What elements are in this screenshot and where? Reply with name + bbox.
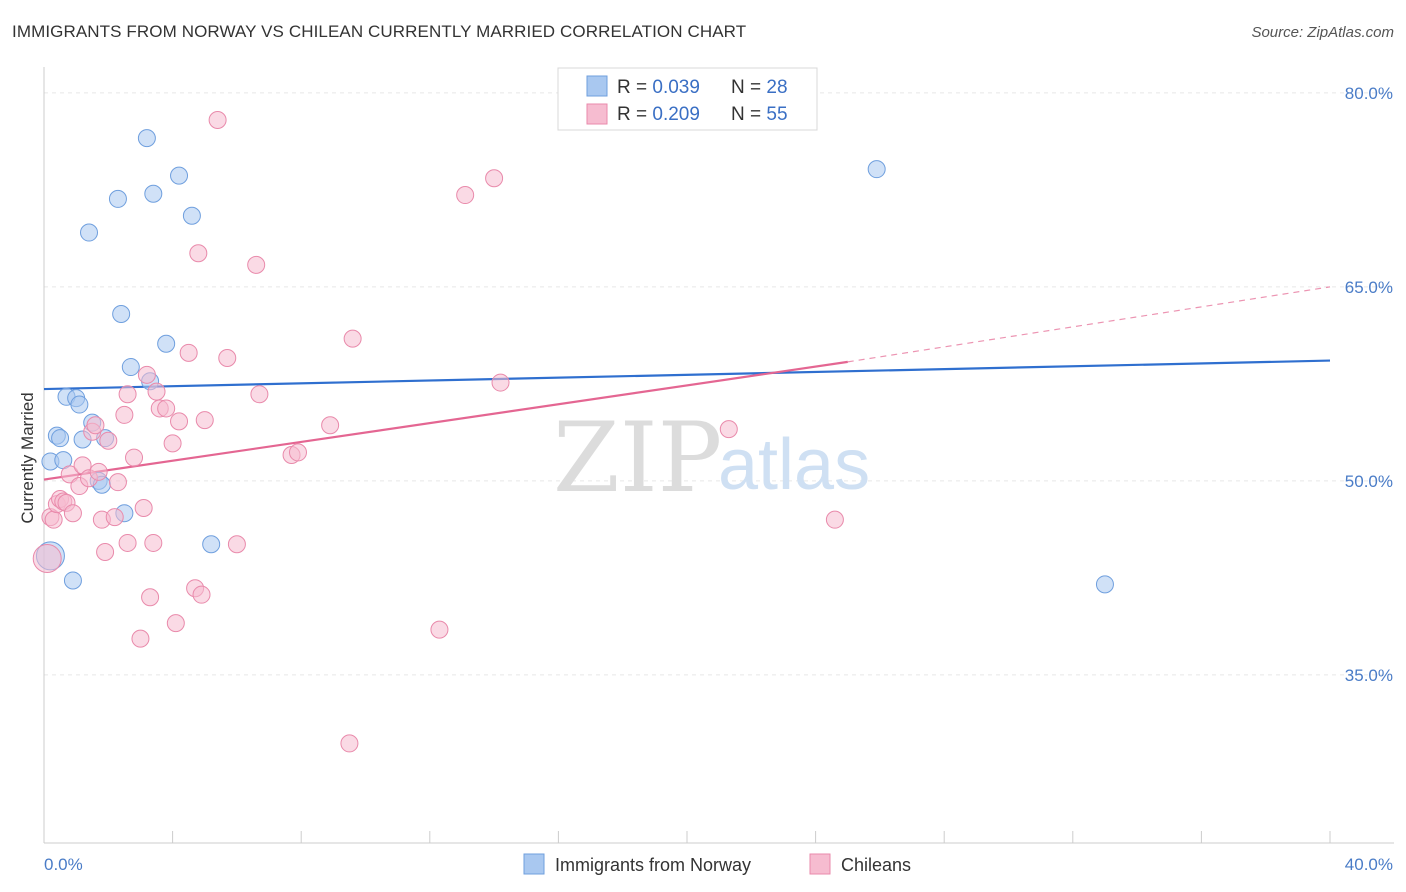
norway-point	[202, 535, 221, 554]
x-tick-label-max: 40.0%	[1345, 855, 1393, 874]
source-label: Source: ZipAtlas.com	[1251, 24, 1394, 41]
chileans-point	[288, 443, 307, 462]
chileans-point	[179, 343, 198, 362]
chileans-point	[208, 111, 227, 130]
legend-n-label-chileans: N = 55	[731, 104, 788, 125]
chileans-point	[218, 349, 237, 367]
series-legend-label-norway: Immigrants from Norway	[555, 855, 751, 875]
chileans-point	[430, 620, 449, 639]
chileans-point	[115, 405, 134, 424]
x-tick-label-min: 0.0%	[44, 855, 83, 874]
chileans-point	[137, 365, 156, 384]
norway-point	[867, 160, 886, 179]
chileans-point	[60, 465, 79, 484]
trendlines	[43, 286, 1331, 481]
legend-r-label-norway: R = 0.039	[617, 77, 700, 98]
norway-point	[144, 184, 163, 203]
norway-trend-line	[43, 359, 1331, 391]
series-legend-swatch-norway	[523, 853, 545, 875]
legend-r-label-chileans: R = 0.209	[617, 104, 700, 125]
chileans-point	[170, 412, 189, 431]
chileans-trend-line	[43, 360, 848, 481]
chileans-point	[134, 499, 153, 518]
y-tick-label: 80.0%	[1345, 84, 1393, 103]
chileans-point	[456, 186, 475, 205]
norway-point	[51, 429, 70, 448]
watermark: ZIP atlas	[553, 402, 870, 514]
chart-title: IMMIGRANTS FROM NORWAY VS CHILEAN CURREN…	[12, 22, 747, 41]
chileans-point	[250, 385, 269, 404]
norway-point	[63, 571, 82, 590]
legend-swatch-norway	[586, 75, 608, 97]
chileans-point	[321, 416, 340, 435]
chileans-point	[192, 585, 211, 604]
norway-point	[170, 166, 189, 185]
chileans-point	[195, 411, 214, 430]
chileans-point	[227, 535, 246, 554]
chileans-point	[189, 244, 208, 263]
y-axis-tick-labels: 35.0% 50.0% 65.0% 80.0%	[1345, 84, 1393, 685]
norway-point	[80, 223, 99, 242]
chileans-point	[118, 385, 137, 404]
watermark-atlas: atlas	[718, 425, 870, 505]
chileans-point	[86, 416, 105, 435]
legend-n-label-norway: N = 28	[731, 77, 788, 98]
correlation-legend: R = 0.039 N = 28 R = 0.209 N = 55	[557, 67, 818, 131]
norway-point	[137, 129, 156, 148]
chileans-point	[157, 399, 176, 418]
norway-point	[108, 189, 127, 208]
series-legend-swatch-chileans	[809, 853, 831, 875]
chileans-point	[163, 434, 182, 453]
y-axis-label: Currently Married	[18, 392, 37, 523]
chileans-point	[147, 382, 166, 401]
chileans-point	[108, 473, 127, 492]
axes	[43, 67, 1394, 844]
data-points	[32, 111, 1114, 753]
y-tick-label: 35.0%	[1345, 666, 1393, 685]
chileans-point	[63, 504, 82, 523]
chileans-point	[247, 255, 266, 274]
norway-point	[70, 395, 89, 414]
chileans-point	[125, 448, 144, 467]
chileans-point	[99, 431, 118, 450]
series-legend: Immigrants from Norway Chileans	[523, 853, 911, 875]
norway-point	[112, 305, 131, 324]
chileans-point	[825, 510, 844, 529]
chileans-point	[485, 169, 504, 188]
norway-point	[157, 334, 176, 353]
chileans-point	[144, 533, 163, 552]
chileans-point	[340, 734, 359, 753]
norway-point	[182, 206, 201, 225]
series-legend-label-chileans: Chileans	[841, 855, 911, 875]
chileans-point	[118, 533, 137, 552]
chileans-point	[491, 373, 510, 392]
chileans-point	[89, 462, 108, 481]
chileans-point	[141, 588, 160, 607]
chileans-point	[96, 543, 115, 561]
chileans-point	[343, 329, 362, 348]
chileans-point	[32, 543, 62, 573]
norway-point	[121, 358, 140, 377]
norway-point	[1095, 575, 1114, 594]
watermark-zip: ZIP	[553, 402, 722, 514]
chileans-trend-extension	[847, 286, 1331, 363]
y-tick-label: 50.0%	[1345, 472, 1393, 491]
chileans-point	[131, 629, 150, 648]
chileans-point	[719, 420, 738, 439]
x-axis-tick-labels: 0.0% 40.0%	[44, 855, 1393, 874]
y-tick-label: 65.0%	[1345, 278, 1393, 297]
chileans-point	[166, 614, 185, 633]
chileans-point	[105, 508, 124, 527]
chileans-point	[44, 510, 63, 529]
legend-swatch-chileans	[586, 103, 608, 125]
